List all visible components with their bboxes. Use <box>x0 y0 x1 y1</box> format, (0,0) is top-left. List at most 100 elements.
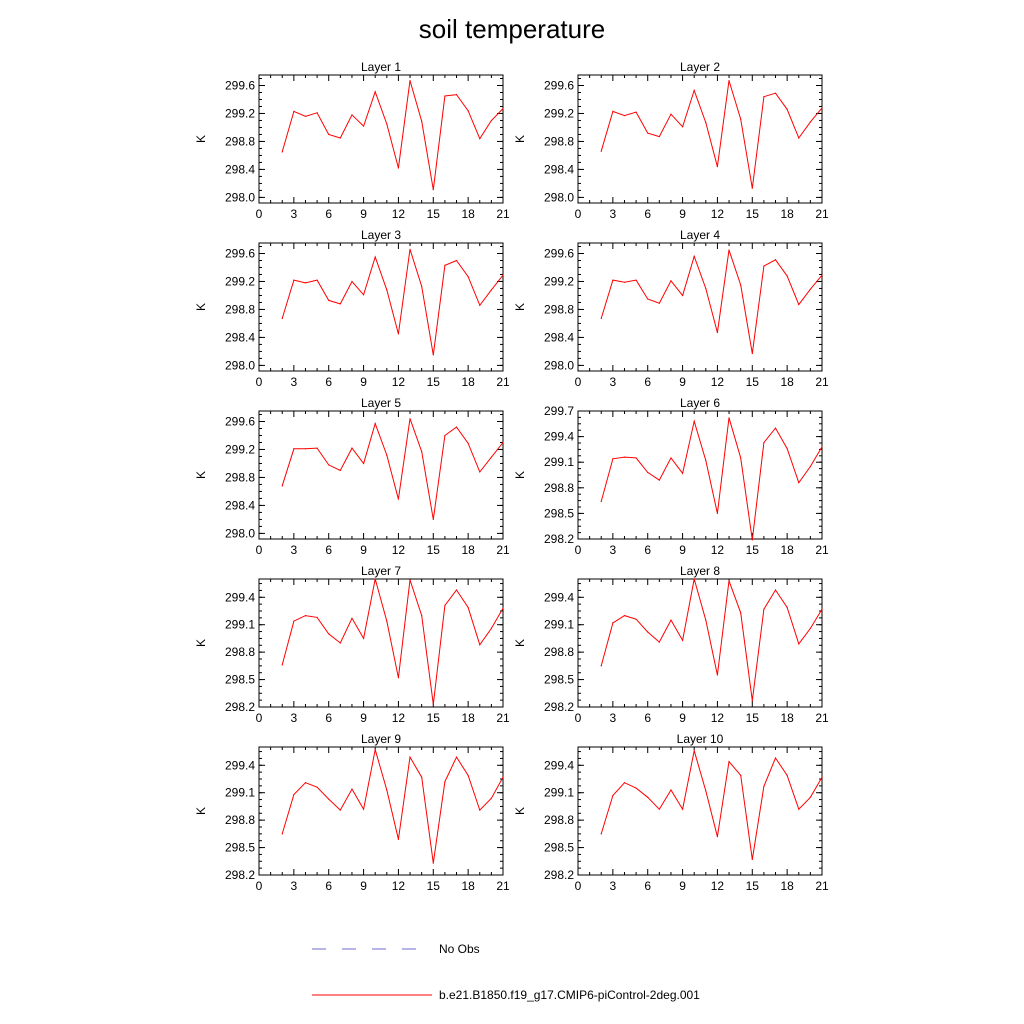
y-tick-label: 298.8 <box>544 302 574 316</box>
x-tick-label: 15 <box>427 375 441 389</box>
panel-layer-6: Layer 6 K 0 3 6 9 12 15 18 21 298.2 298.5 298.8 299.1… <box>513 396 829 557</box>
data-point <box>693 578 695 580</box>
data-point <box>455 259 458 262</box>
data-point <box>316 447 318 449</box>
x-tick-label: 3 <box>610 879 617 893</box>
x-tick-label: 15 <box>427 543 441 557</box>
x-tick-label: 15 <box>746 879 760 893</box>
y-tick-label: 299.6 <box>544 78 574 92</box>
y-tick-label: 299.2 <box>225 274 255 288</box>
data-point <box>821 608 823 610</box>
y-tick-label: 298.8 <box>544 645 574 659</box>
data-point <box>728 417 730 419</box>
y-tick-label: 298.2 <box>544 532 574 546</box>
data-point <box>716 331 719 334</box>
x-tick-label: 0 <box>256 375 263 389</box>
data-point <box>339 809 341 811</box>
data-point <box>740 118 742 120</box>
x-tick-label: 21 <box>815 207 829 221</box>
data-point <box>293 279 295 281</box>
data-point <box>635 618 637 620</box>
y-axis-label: K <box>513 807 527 815</box>
data-point <box>409 79 411 82</box>
y-tick-label: 298.8 <box>544 813 574 827</box>
panel-layer-10: Layer 10 K 0 3 6 9 12 15 18 21 298.2 298.5 298.8 299.… <box>513 732 829 893</box>
data-point <box>339 137 341 139</box>
data-point <box>479 138 481 140</box>
series-line <box>281 578 504 705</box>
panel-title: Layer 4 <box>680 228 720 242</box>
y-tick-label: 298.4 <box>544 162 574 176</box>
data-point <box>293 793 295 796</box>
y-tick-label: 299.6 <box>544 246 574 260</box>
data-point <box>444 604 446 607</box>
x-tick-label: 18 <box>780 879 794 893</box>
data-point <box>612 458 614 460</box>
data-point <box>304 614 307 617</box>
data-point <box>809 465 811 468</box>
data-point <box>635 457 637 459</box>
data-point <box>647 298 649 300</box>
y-tick-label: 299.4 <box>544 590 574 604</box>
plot-frame <box>258 410 504 540</box>
data-point <box>281 664 283 666</box>
y-axis-label: K <box>513 303 527 311</box>
data-point <box>600 500 602 503</box>
data-point <box>728 761 730 763</box>
data-point <box>281 485 283 487</box>
data-point <box>681 472 684 474</box>
x-tick-label: 3 <box>610 207 617 221</box>
x-tick-label: 0 <box>575 711 582 725</box>
y-tick-label: 299.1 <box>544 455 574 469</box>
x-tick-label: 21 <box>496 543 510 557</box>
x-tick-label: 21 <box>496 879 510 893</box>
x-tick-label: 18 <box>780 207 794 221</box>
data-point <box>693 89 695 91</box>
data-point <box>670 619 672 621</box>
data-point <box>479 809 481 811</box>
data-point <box>798 808 800 810</box>
data-point <box>623 281 626 283</box>
data-point <box>600 665 602 667</box>
y-tick-label: 299.4 <box>225 590 255 604</box>
x-tick-label: 12 <box>711 207 725 221</box>
data-point <box>397 498 400 500</box>
y-tick-label: 298.5 <box>544 673 574 687</box>
data-point <box>421 285 423 287</box>
data-point <box>716 166 719 168</box>
data-point <box>681 808 684 810</box>
data-point <box>635 787 637 789</box>
data-point <box>635 279 637 281</box>
x-tick-label: 6 <box>325 207 332 221</box>
x-tick-label: 9 <box>360 207 367 221</box>
data-point <box>647 631 649 633</box>
y-tick-label: 298.2 <box>544 700 574 714</box>
data-point <box>612 279 614 281</box>
data-point <box>421 776 423 778</box>
data-point <box>304 115 307 117</box>
data-point <box>612 794 614 797</box>
x-tick-label: 21 <box>496 375 510 389</box>
y-tick-label: 298.8 <box>225 134 255 148</box>
panel-layer-8: Layer 8 K 0 3 6 9 12 15 18 21 298.2 298.5 298.8 299.1… <box>513 564 829 725</box>
data-point <box>786 275 788 277</box>
y-axis-label: K <box>194 303 208 311</box>
data-point <box>386 620 388 622</box>
data-point <box>432 703 434 705</box>
data-point <box>612 110 614 112</box>
data-point <box>705 619 707 621</box>
data-point <box>612 622 614 624</box>
data-point <box>409 579 411 581</box>
data-point <box>281 151 283 153</box>
data-point <box>397 167 400 169</box>
panel-layer-9: Layer 9 K 0 3 6 9 12 15 18 21 298.2 298.5 298.8 299.1… <box>194 732 510 893</box>
y-axis-label: K <box>194 639 208 647</box>
x-tick-label: 15 <box>746 711 760 725</box>
panel-title: Layer 8 <box>680 564 720 578</box>
plot-frame <box>577 746 823 876</box>
data-point <box>774 259 777 261</box>
data-point <box>809 121 811 123</box>
x-tick-label: 0 <box>575 543 582 557</box>
data-point <box>467 606 469 608</box>
data-point <box>432 518 434 521</box>
